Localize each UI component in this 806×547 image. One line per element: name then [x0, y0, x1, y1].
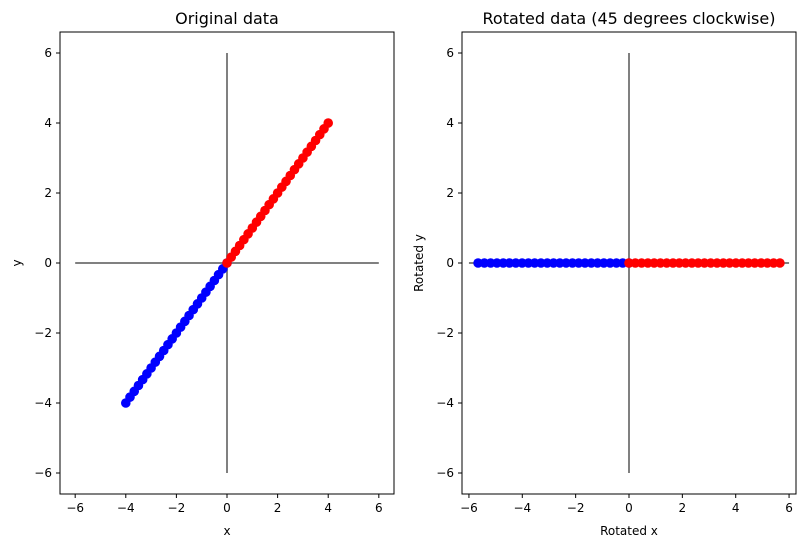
chart-title: Original data — [175, 9, 279, 28]
y-tick-label: −6 — [436, 466, 454, 480]
chart-title: Rotated data (45 degrees clockwise) — [483, 9, 776, 28]
x-tick-label: 6 — [375, 501, 383, 515]
x-tick-label: 0 — [625, 501, 633, 515]
x-tick-label: 4 — [732, 501, 740, 515]
y-tick-label: −2 — [436, 326, 454, 340]
y-tick-label: 6 — [446, 46, 454, 60]
y-tick-label: 2 — [446, 186, 454, 200]
y-tick-label: 4 — [446, 116, 454, 130]
x-tick-label: 6 — [785, 501, 793, 515]
y-tick-label: 2 — [44, 186, 52, 200]
x-tick-label: −4 — [513, 501, 531, 515]
y-tick-label: 0 — [446, 256, 454, 270]
y-tick-label: 6 — [44, 46, 52, 60]
y-axis-label: Rotated y — [412, 234, 426, 292]
axes-frame — [461, 31, 797, 495]
x-tick-label: −4 — [117, 501, 135, 515]
y-axis-label: y — [10, 259, 24, 266]
rotated-data-panel: Rotated data (45 degrees clockwise) −6 −4… — [412, 9, 797, 538]
x-tick-label: 2 — [274, 501, 282, 515]
original-data-plot-area: −6 −4 −2 0 2 4 6 −6 −4 −2 0 2 4 6 — [34, 46, 382, 515]
rotated-data-plot-area: −6 −4 −2 0 2 4 6 −6 −4 −2 0 2 4 6 — [436, 46, 793, 515]
y-tick-label: −4 — [34, 396, 52, 410]
data-point — [775, 258, 785, 268]
original-data-panel: Original data −6 −4 −2 0 2 4 6 −6 −4 −2 0 2 4 6 x y — [10, 9, 395, 538]
x-axis-label: Rotated x — [600, 524, 658, 538]
x-tick-label: 4 — [324, 501, 332, 515]
x-tick-label: 0 — [223, 501, 231, 515]
x-tick-label: −2 — [168, 501, 186, 515]
y-tick-label: 0 — [44, 256, 52, 270]
x-axis-label: x — [223, 524, 230, 538]
y-tick-label: −2 — [34, 326, 52, 340]
y-tick-label: −6 — [34, 466, 52, 480]
data-point — [323, 118, 334, 128]
y-tick-label: −4 — [436, 396, 454, 410]
x-tick-label: −6 — [460, 501, 478, 515]
x-tick-label: −2 — [567, 501, 585, 515]
y-tick-label: 4 — [44, 116, 52, 130]
axes-frame — [59, 31, 395, 495]
x-tick-label: 2 — [679, 501, 687, 515]
x-tick-label: −6 — [66, 501, 84, 515]
